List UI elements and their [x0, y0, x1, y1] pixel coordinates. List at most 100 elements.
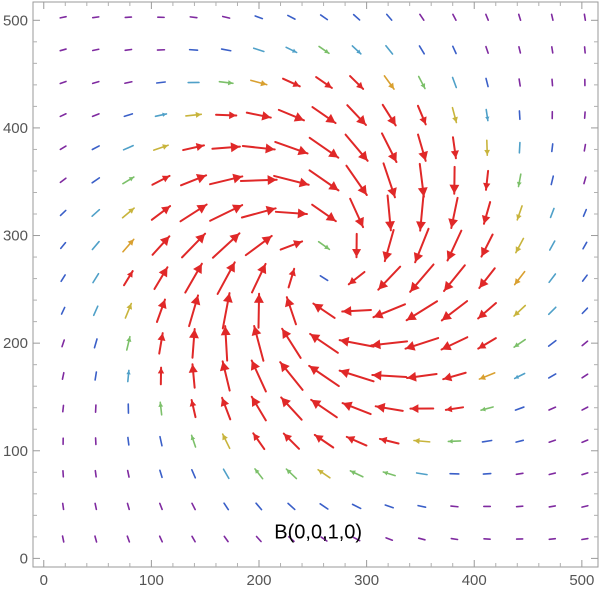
vector-arrow	[282, 77, 301, 88]
vector-arrow	[447, 438, 462, 444]
vector-arrow	[419, 13, 425, 22]
vector-arrow	[220, 48, 232, 52]
vector-arrow	[155, 81, 166, 84]
vector-arrow	[416, 133, 428, 162]
vector-arrow	[93, 338, 98, 349]
vector-arrow	[59, 241, 67, 250]
vector-arrow	[285, 46, 298, 54]
vector-arrow	[274, 208, 308, 219]
vector-arrow	[61, 404, 65, 413]
vector-arrow	[222, 468, 230, 480]
vector-arrow	[285, 468, 298, 480]
vector-arrow	[548, 537, 557, 541]
vector-arrow	[209, 173, 244, 186]
vector-arrow	[417, 504, 427, 509]
vector-arrow	[548, 505, 557, 508]
vector-arrow	[191, 502, 196, 511]
vector-arrow	[341, 401, 372, 416]
vector-arrow	[240, 205, 277, 219]
vector-arrow	[417, 162, 428, 198]
vector-arrow	[310, 398, 338, 419]
vector-arrow	[91, 240, 100, 251]
vector-arrow	[581, 472, 589, 476]
vector-arrow	[191, 468, 197, 479]
vector-arrow	[382, 162, 397, 199]
vector-arrow	[123, 113, 134, 118]
vector-arrow	[179, 203, 208, 223]
vector-arrow	[516, 173, 522, 188]
vector-arrow	[159, 469, 163, 479]
vector-arrow	[377, 265, 402, 291]
vector-arrow	[279, 240, 304, 251]
vector-arrow	[416, 104, 427, 126]
vector-arrow	[154, 112, 168, 118]
vector-arrow	[158, 502, 163, 511]
vector-arrow	[514, 406, 525, 411]
vector-arrow	[581, 274, 588, 282]
vector-arrow	[451, 106, 458, 124]
vector-arrow	[312, 302, 336, 319]
vector-arrow	[548, 406, 557, 411]
vector-arrow	[274, 140, 309, 156]
vector-arrow	[517, 13, 522, 21]
vector-arrow	[311, 106, 337, 125]
vector-arrow	[59, 48, 67, 52]
vector-arrow	[319, 275, 329, 282]
vector-arrow	[583, 13, 587, 22]
vector-arrow	[279, 361, 304, 391]
vector-arrow	[287, 267, 296, 289]
axis-ticks: 0 100 200 300 400 500 0 100 200 300 400 500	[3, 2, 598, 589]
vector-arrow	[94, 502, 98, 511]
vector-arrow	[346, 104, 367, 126]
vector-arrow	[126, 535, 131, 543]
vector-arrow	[151, 235, 171, 256]
vector-arrow	[440, 300, 469, 322]
vector-arrow	[485, 108, 490, 122]
vector-arrow	[384, 504, 394, 509]
vector-arrow	[59, 15, 67, 19]
vector-arrow	[121, 207, 135, 219]
vector-arrow	[450, 505, 459, 508]
vector-arrow	[548, 439, 557, 444]
vector-arrow	[383, 75, 395, 90]
vector-arrow	[241, 143, 276, 154]
vector-arrow	[551, 78, 554, 87]
vector-arrow	[515, 505, 524, 508]
vector-arrow	[220, 396, 232, 421]
vector-arrow	[60, 274, 66, 283]
vector-arrow	[385, 13, 393, 21]
vector-arrow	[413, 437, 431, 445]
vector-arrow	[349, 75, 365, 90]
vector-arrow	[550, 46, 554, 54]
vector-arrow	[451, 76, 458, 89]
vector-arrow	[188, 294, 201, 328]
vector-arrow	[191, 535, 196, 543]
vector-arrow	[319, 14, 329, 21]
vector-arrow	[250, 79, 268, 87]
vector-arrow	[255, 502, 263, 511]
vector-arrow	[440, 336, 469, 351]
vector-arrow	[442, 371, 467, 382]
vector-arrow	[221, 15, 231, 19]
vector-arrow	[404, 337, 440, 351]
arrow-layer	[59, 13, 589, 543]
vector-arrow	[409, 263, 435, 293]
vector-arrow	[61, 502, 65, 511]
vector-arrow	[218, 80, 234, 86]
vector-arrow	[550, 13, 554, 22]
vector-arrow	[223, 502, 230, 511]
vector-arrow	[251, 324, 265, 362]
vector-arrow	[515, 237, 525, 254]
vector-arrow	[583, 46, 586, 54]
vector-arrow	[188, 363, 198, 389]
vector-arrow	[481, 439, 493, 443]
vector-arrow	[583, 176, 587, 185]
vector-arrow	[308, 136, 340, 159]
vector-arrow	[374, 402, 404, 413]
vector-arrow	[153, 144, 169, 151]
vector-arrow	[443, 264, 466, 293]
vector-arrow	[59, 145, 67, 151]
vector-arrow	[515, 439, 525, 443]
vector-arrow	[282, 432, 301, 450]
